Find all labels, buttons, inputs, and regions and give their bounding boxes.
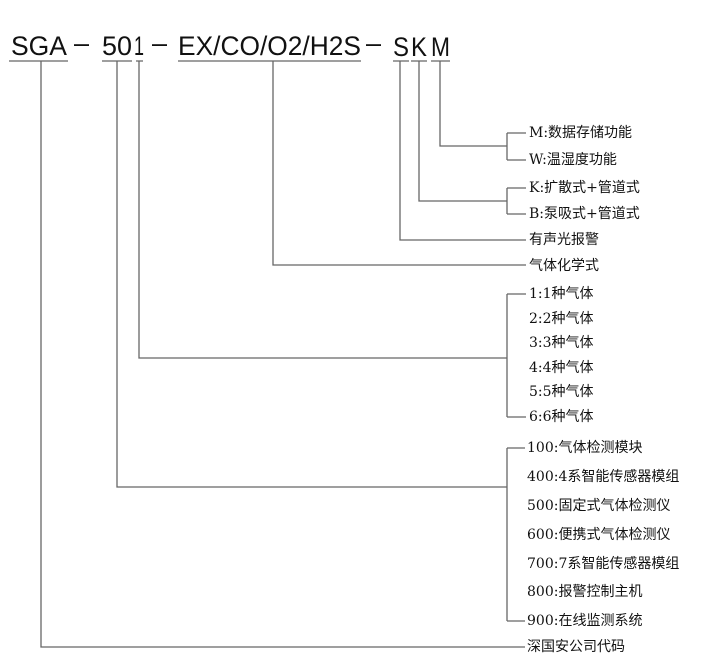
code-alarm: S [393, 32, 409, 62]
gas-count-options: 1:1种气体 2:2种气体 3:3种气体 4:4种气体 5:5种气体 6:6种气… [529, 286, 594, 425]
code-gas-count: 1 [134, 31, 144, 61]
option-label: 900:在线监测系统 [527, 613, 642, 629]
option-label: 1:1种气体 [529, 286, 594, 302]
code-dash-2: – [152, 28, 167, 58]
series-options: 100:气体检测模块 400:4系智能传感器模组 500:固定式气体检测仪 60… [527, 440, 679, 629]
option-label: 3:3种气体 [529, 335, 594, 351]
code-gases: EX/CO/O2/H2S [178, 31, 361, 61]
option-label: 700:7系智能传感器模组 [527, 555, 679, 572]
company-label: 深国安公司代码 [527, 639, 625, 655]
option-label: 5:5种气体 [529, 384, 594, 400]
code-dash-1: – [74, 28, 89, 58]
code-dash-3: – [366, 28, 381, 58]
code-series: 50 [102, 31, 132, 61]
option-label: 100:气体检测模块 [527, 440, 642, 456]
code-function: M [431, 32, 450, 62]
connector-lines [9, 60, 526, 648]
option-label: 800:报警控制主机 [527, 584, 642, 600]
gases-label: 气体化学式 [529, 258, 599, 274]
option-label: 500:固定式气体检测仪 [527, 498, 670, 514]
option-label: 4:4种气体 [529, 360, 594, 376]
option-label: 400:4系智能传感器模组 [527, 468, 679, 485]
option-label: W:温湿度功能 [529, 152, 617, 168]
option-label: B:泵吸式+管道式 [529, 206, 640, 222]
option-label: K:扩散式+管道式 [529, 180, 640, 196]
model-code: SGA – 50 1 – EX/CO/O2/H2S – S K M [11, 28, 450, 62]
code-sampling: K [411, 32, 427, 62]
sampling-options: K:扩散式+管道式 B:泵吸式+管道式 [529, 180, 640, 222]
option-label: M:数据存储功能 [529, 125, 632, 141]
alarm-label: 有声光报警 [529, 232, 599, 248]
option-label: 2:2种气体 [529, 311, 594, 327]
option-label: 6:6种气体 [529, 409, 594, 425]
code-company: SGA [11, 31, 67, 61]
function-options: M:数据存储功能 W:温湿度功能 [529, 125, 632, 168]
option-label: 600:便携式气体检测仪 [527, 527, 670, 543]
